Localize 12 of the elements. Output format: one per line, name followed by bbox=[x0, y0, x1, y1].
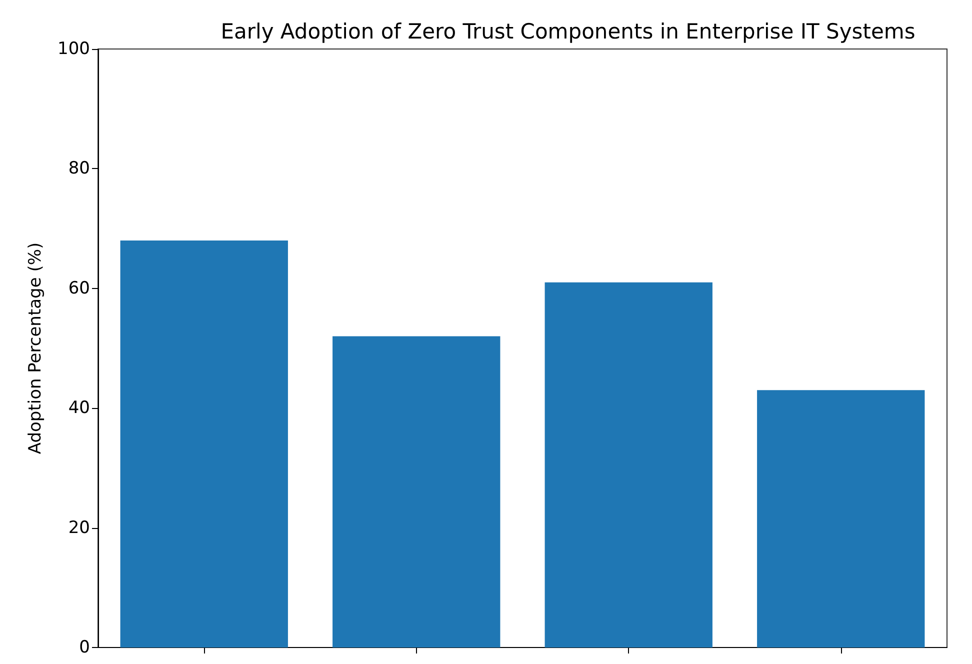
y-tick-label: 100 bbox=[58, 39, 90, 59]
y-tick-label: 60 bbox=[68, 278, 90, 298]
y-tick-label: 40 bbox=[68, 398, 90, 418]
chart-title: Early Adoption of Zero Trust Components in Enterprise IT Systems bbox=[220, 20, 916, 44]
bar bbox=[120, 240, 288, 648]
y-tick-label: 0 bbox=[79, 638, 90, 658]
y-tick-label: 20 bbox=[68, 518, 90, 538]
bar bbox=[757, 390, 925, 648]
y-tick-label: 80 bbox=[68, 158, 90, 179]
bar bbox=[544, 282, 712, 648]
y-axis-title: Adoption Percentage (%) bbox=[26, 242, 46, 454]
bar bbox=[332, 336, 500, 648]
